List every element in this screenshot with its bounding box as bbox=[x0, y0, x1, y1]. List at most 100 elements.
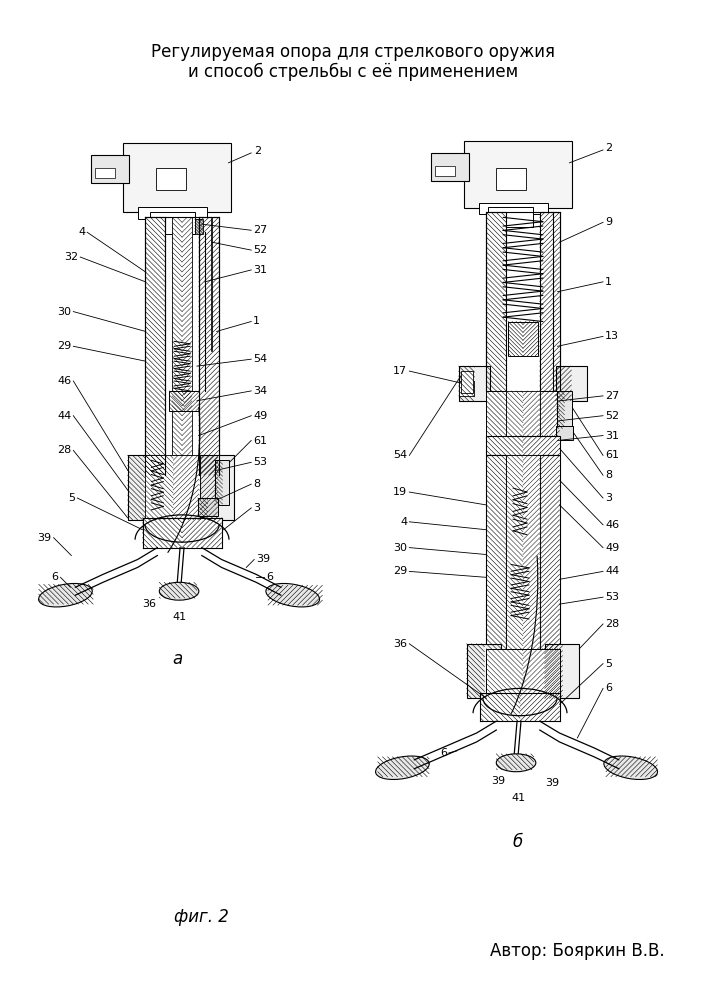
Bar bbox=[486, 436, 559, 455]
Text: 53: 53 bbox=[253, 457, 267, 467]
Bar bbox=[138, 207, 206, 219]
Text: 28: 28 bbox=[57, 445, 71, 455]
Bar bbox=[435, 166, 455, 176]
Text: 8: 8 bbox=[253, 479, 260, 489]
Text: 29: 29 bbox=[393, 566, 407, 576]
Text: 6: 6 bbox=[440, 748, 447, 758]
Bar bbox=[169, 391, 199, 411]
Bar bbox=[195, 219, 203, 234]
Text: 49: 49 bbox=[605, 543, 619, 553]
Bar bbox=[556, 391, 573, 429]
Text: Регулируемая опора для стрелкового оружия: Регулируемая опора для стрелкового оружи… bbox=[151, 43, 555, 61]
Text: 49: 49 bbox=[253, 411, 267, 421]
Text: 6: 6 bbox=[52, 572, 59, 582]
Text: 3: 3 bbox=[605, 493, 612, 503]
Text: 1: 1 bbox=[253, 316, 260, 326]
Bar bbox=[123, 143, 231, 212]
Text: и способ стрельбы с её применением: и способ стрельбы с её применением bbox=[188, 62, 518, 81]
Text: 6: 6 bbox=[605, 683, 612, 693]
Text: 41: 41 bbox=[511, 793, 525, 803]
Bar bbox=[539, 212, 559, 391]
Bar bbox=[486, 391, 506, 436]
Text: 32: 32 bbox=[64, 252, 78, 262]
Text: 17: 17 bbox=[393, 366, 407, 376]
Text: 46: 46 bbox=[605, 520, 619, 530]
Bar bbox=[146, 217, 165, 475]
Text: 4: 4 bbox=[400, 517, 407, 527]
Text: 29: 29 bbox=[57, 341, 71, 351]
Text: 61: 61 bbox=[253, 436, 267, 446]
Bar bbox=[95, 168, 115, 178]
Text: 44: 44 bbox=[605, 566, 619, 576]
Text: 28: 28 bbox=[605, 619, 619, 629]
Bar bbox=[479, 202, 548, 214]
Text: 2: 2 bbox=[255, 146, 262, 156]
Text: 41: 41 bbox=[172, 612, 186, 622]
Text: 39: 39 bbox=[491, 776, 506, 786]
Bar bbox=[539, 391, 559, 436]
Text: 54: 54 bbox=[253, 354, 267, 364]
Bar bbox=[461, 371, 472, 393]
Bar bbox=[199, 217, 218, 475]
Text: 53: 53 bbox=[605, 592, 619, 602]
Bar bbox=[506, 455, 539, 649]
Text: 36: 36 bbox=[142, 599, 156, 609]
Bar bbox=[91, 155, 129, 183]
Ellipse shape bbox=[266, 583, 320, 607]
Bar bbox=[467, 644, 501, 698]
Bar bbox=[496, 168, 526, 190]
Text: 31: 31 bbox=[605, 431, 619, 441]
Bar bbox=[539, 455, 559, 649]
Bar bbox=[200, 455, 235, 520]
Text: 39: 39 bbox=[546, 778, 560, 788]
Text: 27: 27 bbox=[605, 391, 619, 401]
Bar bbox=[464, 141, 573, 208]
Bar bbox=[486, 455, 506, 649]
Text: 30: 30 bbox=[393, 543, 407, 553]
Text: 2: 2 bbox=[605, 143, 612, 153]
Bar bbox=[489, 207, 533, 227]
Text: 4: 4 bbox=[78, 227, 86, 237]
Text: 1: 1 bbox=[605, 277, 612, 287]
Ellipse shape bbox=[375, 756, 429, 779]
Text: 39: 39 bbox=[37, 533, 52, 543]
Bar bbox=[151, 212, 195, 234]
Text: 52: 52 bbox=[253, 245, 267, 255]
Bar bbox=[143, 518, 221, 548]
Bar bbox=[544, 644, 579, 698]
Text: 9: 9 bbox=[605, 217, 612, 227]
Bar bbox=[506, 391, 539, 436]
Text: 3: 3 bbox=[253, 503, 260, 513]
Text: 5: 5 bbox=[69, 493, 76, 503]
Text: 46: 46 bbox=[57, 376, 71, 386]
Text: 19: 19 bbox=[393, 487, 407, 497]
Text: 6: 6 bbox=[266, 572, 273, 582]
Text: 13: 13 bbox=[605, 331, 619, 341]
Text: 44: 44 bbox=[57, 411, 71, 421]
Text: 8: 8 bbox=[605, 470, 612, 480]
Bar bbox=[156, 168, 186, 190]
Ellipse shape bbox=[604, 756, 658, 779]
Bar bbox=[459, 381, 474, 396]
Ellipse shape bbox=[159, 582, 199, 600]
Text: 36: 36 bbox=[393, 639, 407, 649]
Bar bbox=[128, 455, 163, 520]
Bar bbox=[486, 212, 506, 391]
Text: а: а bbox=[172, 650, 182, 668]
Text: 31: 31 bbox=[253, 265, 267, 275]
Text: 54: 54 bbox=[393, 450, 407, 460]
Bar bbox=[556, 426, 573, 440]
Bar bbox=[173, 217, 192, 455]
Text: 52: 52 bbox=[605, 411, 619, 421]
Text: 61: 61 bbox=[605, 450, 619, 460]
Text: 34: 34 bbox=[253, 386, 267, 396]
Text: 5: 5 bbox=[605, 659, 612, 669]
Text: 30: 30 bbox=[57, 307, 71, 317]
Ellipse shape bbox=[39, 583, 93, 607]
Text: б: б bbox=[513, 833, 523, 851]
Bar bbox=[146, 455, 200, 520]
Bar bbox=[198, 498, 218, 516]
Bar bbox=[486, 649, 559, 693]
Ellipse shape bbox=[496, 754, 536, 772]
Bar bbox=[481, 693, 559, 721]
